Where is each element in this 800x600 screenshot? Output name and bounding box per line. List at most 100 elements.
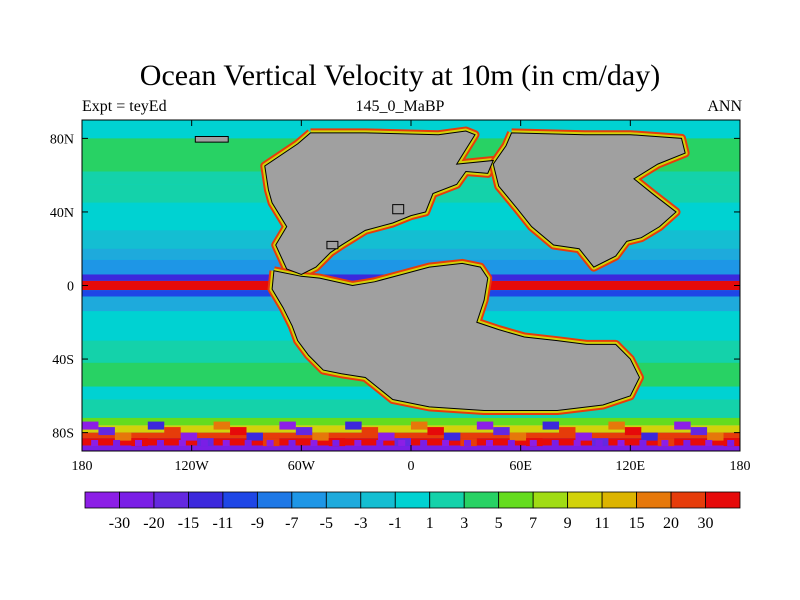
velocity-patch — [91, 439, 99, 446]
x-tick-label: 60E — [509, 459, 532, 474]
colorbar-swatch — [222, 491, 258, 509]
velocity-patch — [595, 439, 603, 446]
velocity-patch — [507, 439, 515, 446]
season-label: ANN — [707, 98, 742, 115]
time-period-label: 145_0_MaBP — [355, 98, 445, 115]
colorbar-swatch — [567, 491, 603, 509]
colorbar-label: 5 — [495, 515, 503, 532]
velocity-patch — [617, 439, 625, 446]
x-tick-label: 60W — [288, 459, 316, 474]
velocity-patch — [551, 439, 559, 446]
y-tick-label: 40N — [50, 206, 74, 221]
velocity-patch — [213, 421, 231, 430]
velocity-patch — [113, 439, 121, 446]
velocity-patch — [345, 421, 362, 430]
colorbar-label: -15 — [178, 515, 199, 532]
velocity-patch — [200, 439, 208, 446]
colorbar-swatch — [705, 491, 741, 509]
velocity-patch — [332, 439, 340, 446]
velocity-patch — [230, 427, 247, 436]
velocity-patch — [559, 427, 576, 436]
land-island — [392, 204, 405, 215]
velocity-patch — [529, 439, 537, 446]
x-tick-label: 180 — [730, 459, 751, 474]
velocity-band — [82, 248, 740, 260]
colorbar-swatch — [84, 491, 120, 509]
velocity-patch — [608, 421, 625, 430]
x-tick-label: 180 — [72, 459, 93, 474]
colorbar-label: -11 — [213, 515, 234, 532]
y-tick-label: 0 — [67, 280, 74, 295]
experiment-label: Expt = teyEd — [82, 98, 167, 115]
velocity-patch — [542, 421, 560, 430]
land-laurasia — [264, 130, 495, 276]
x-tick-label: 120E — [616, 459, 646, 474]
colorbar-label: 15 — [629, 515, 645, 532]
velocity-patch — [683, 439, 691, 446]
velocity-patch — [147, 421, 165, 430]
colorbar-label: -9 — [251, 515, 264, 532]
velocity-band — [82, 432, 740, 439]
colorbar-swatch — [188, 491, 224, 509]
colorbar-swatch — [325, 491, 362, 509]
colorbar-swatch — [670, 491, 706, 509]
colorbar-swatch — [256, 491, 293, 509]
land-gondwana — [271, 262, 641, 412]
colorbar-swatch — [394, 491, 431, 509]
x-tick-label: 0 — [408, 459, 415, 474]
colorbar-swatch — [360, 491, 396, 509]
colorbar-label: -20 — [143, 515, 164, 532]
colorbar-swatch — [636, 491, 672, 509]
velocity-patch — [180, 432, 198, 441]
velocity-band — [82, 259, 740, 275]
velocity-patch — [624, 427, 642, 436]
velocity-patch — [707, 432, 724, 441]
colorbar-label: 7 — [529, 515, 537, 532]
velocity-patch — [573, 439, 581, 446]
velocity-patch — [493, 427, 510, 436]
y-tick-label: 40S — [52, 353, 74, 368]
colorbar-label: 3 — [460, 515, 468, 532]
velocity-patch — [246, 432, 263, 441]
map-title: Ocean Vertical Velocity at 10m (in cm/da… — [139, 59, 661, 92]
colorbar-label: -3 — [354, 515, 367, 532]
velocity-patch — [178, 439, 186, 446]
velocity-patch — [443, 432, 461, 441]
colorbar-label: -7 — [285, 515, 298, 532]
velocity-patch — [420, 439, 428, 446]
velocity-patch — [641, 432, 658, 441]
colorbar-swatch — [601, 491, 637, 509]
velocity-patch — [464, 439, 472, 446]
colorbar-label: 11 — [594, 515, 609, 532]
y-tick-label: 80S — [52, 427, 74, 442]
colorbar-swatch — [532, 491, 569, 509]
colorbar-label: -5 — [320, 515, 333, 532]
velocity-patch — [354, 439, 362, 446]
velocity-patch — [312, 432, 329, 441]
velocity-patch — [427, 427, 444, 436]
velocity-patch — [135, 439, 143, 446]
velocity-patch — [485, 439, 493, 446]
colorbar-swatch — [498, 491, 534, 509]
velocity-patch — [361, 427, 379, 436]
velocity-patch — [442, 439, 450, 446]
velocity-patch — [727, 439, 735, 446]
x-tick-label: 120W — [175, 459, 210, 474]
colorbar-swatch — [291, 491, 327, 509]
velocity-patch — [310, 439, 318, 446]
velocity-patch — [690, 427, 708, 436]
velocity-patch — [222, 439, 230, 446]
colorbar-swatch — [463, 491, 500, 509]
velocity-patch — [705, 439, 713, 446]
velocity-patch — [114, 432, 132, 441]
velocity-patch — [378, 432, 395, 441]
colorbar-label: -30 — [109, 515, 130, 532]
velocity-patch — [288, 439, 296, 446]
colorbar-swatch — [153, 491, 189, 509]
velocity-patch — [295, 427, 313, 436]
land-asia — [492, 132, 686, 268]
velocity-patch — [639, 439, 647, 446]
velocity-patch — [661, 439, 669, 446]
land-island — [194, 136, 229, 143]
